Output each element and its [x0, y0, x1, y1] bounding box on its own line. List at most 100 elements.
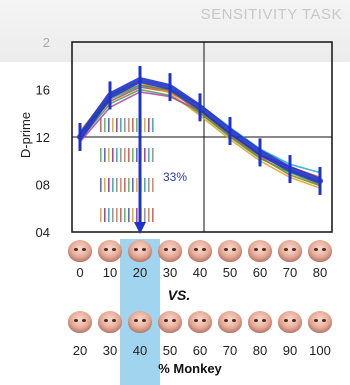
- stimulus-stripe: [104, 148, 106, 162]
- y-axis-label: D-prime: [18, 112, 33, 158]
- stimulus-stripe: [144, 148, 146, 162]
- face-icon: [188, 240, 212, 262]
- face-icon: [308, 311, 332, 333]
- stimulus-stripe: [136, 118, 138, 132]
- x-tick-label: 100: [309, 343, 331, 358]
- header-title: SENSITIVITY TASK: [200, 6, 342, 23]
- face-icon: [278, 311, 302, 333]
- face-icon: [98, 311, 122, 333]
- stimulus-stripe: [152, 178, 154, 192]
- stimulus-stripe: [148, 178, 150, 192]
- stimulus-stripe: [104, 178, 106, 192]
- x-tick-label: 0: [76, 265, 84, 280]
- face-icon: [248, 311, 272, 333]
- face-icon: [158, 311, 182, 333]
- stimulus-stripes: [100, 118, 154, 222]
- stimulus-stripe: [152, 118, 154, 132]
- x-tick-label: 20: [132, 265, 148, 280]
- stimulus-stripe: [128, 118, 130, 132]
- stimulus-stripe: [128, 148, 130, 162]
- stimulus-stripe: [100, 208, 102, 222]
- stimulus-stripe: [104, 208, 106, 222]
- x-tick-label: 60: [192, 343, 208, 358]
- face-icon: [218, 240, 242, 262]
- stimulus-stripe: [148, 148, 150, 162]
- x-tick-label: 70: [282, 265, 298, 280]
- y-tick-label: 12: [36, 130, 50, 145]
- x-tick-label: 50: [162, 343, 178, 358]
- x-tick-label: 40: [192, 265, 208, 280]
- stimulus-stripe: [120, 178, 122, 192]
- stimulus-stripe: [104, 118, 106, 132]
- x-axis-title: % Monkey: [158, 361, 222, 376]
- stimulus-stripe: [112, 178, 114, 192]
- y-tick-label: 08: [36, 178, 50, 193]
- stimulus-stripe: [148, 208, 150, 222]
- stimulus-stripe: [124, 148, 126, 162]
- stimulus-stripe: [120, 208, 122, 222]
- x-tick-label: 30: [162, 265, 178, 280]
- face-icon: [68, 311, 92, 333]
- y-tick-label: 16: [36, 83, 50, 98]
- stimulus-stripe: [112, 148, 114, 162]
- stimulus-stripe: [152, 208, 154, 222]
- y-tick-label: 04: [36, 225, 50, 240]
- stimulus-stripe: [144, 178, 146, 192]
- stimulus-stripe: [116, 178, 118, 192]
- vs-label: VS.: [167, 287, 191, 303]
- stimulus-stripe: [108, 118, 110, 132]
- stimulus-stripe: [120, 148, 122, 162]
- stimulus-stripe: [116, 118, 118, 132]
- stimulus-stripe: [100, 118, 102, 132]
- face-icon: [68, 240, 92, 262]
- stimulus-stripe: [100, 178, 102, 192]
- stimulus-stripe: [132, 208, 134, 222]
- face-icon: [308, 240, 332, 262]
- threshold-arrow: [134, 84, 146, 234]
- stimulus-stripe: [136, 148, 138, 162]
- face-icon: [98, 240, 122, 262]
- x-tick-label: 90: [282, 343, 298, 358]
- header-band: [0, 0, 350, 62]
- stimulus-stripe: [132, 148, 134, 162]
- x-tick-label: 30: [102, 343, 118, 358]
- x-tick-label: 60: [252, 265, 268, 280]
- stimulus-stripe: [132, 178, 134, 192]
- stimulus-stripe: [124, 118, 126, 132]
- face-icon: [128, 311, 152, 333]
- stimulus-stripe: [116, 208, 118, 222]
- stimulus-stripe: [112, 118, 114, 132]
- stimulus-stripe: [132, 118, 134, 132]
- stimulus-stripe: [136, 178, 138, 192]
- face-icon: [128, 240, 152, 262]
- x-tick-label: 80: [312, 265, 328, 280]
- stimulus-stripe: [108, 208, 110, 222]
- face-icon: [248, 240, 272, 262]
- annotation-label: 33%: [163, 170, 187, 184]
- x-tick-label: 20: [72, 343, 88, 358]
- arrow-head: [134, 222, 146, 234]
- x-tick-label: 70: [222, 343, 238, 358]
- y-tick-label: 2: [43, 35, 50, 50]
- stimulus-stripe: [152, 148, 154, 162]
- stimulus-stripe: [148, 118, 150, 132]
- face-icon: [188, 311, 212, 333]
- x-tick-label: 10: [102, 265, 118, 280]
- x-tick-label: 80: [252, 343, 268, 358]
- face-icon: [278, 240, 302, 262]
- stimulus-stripe: [108, 148, 110, 162]
- stimulus-stripe: [144, 208, 146, 222]
- stimulus-stripe: [112, 208, 114, 222]
- stimulus-stripe: [128, 208, 130, 222]
- stimulus-stripe: [124, 208, 126, 222]
- y-tick-labels: 04 08 12 16 2: [36, 35, 50, 240]
- stimulus-stripe: [136, 208, 138, 222]
- stimulus-stripe: [124, 178, 126, 192]
- stimulus-stripe: [108, 178, 110, 192]
- stimulus-stripe: [116, 148, 118, 162]
- stimulus-stripe: [120, 118, 122, 132]
- x-tick-label: 40: [132, 343, 148, 358]
- stimulus-stripe: [144, 118, 146, 132]
- face-icon: [158, 240, 182, 262]
